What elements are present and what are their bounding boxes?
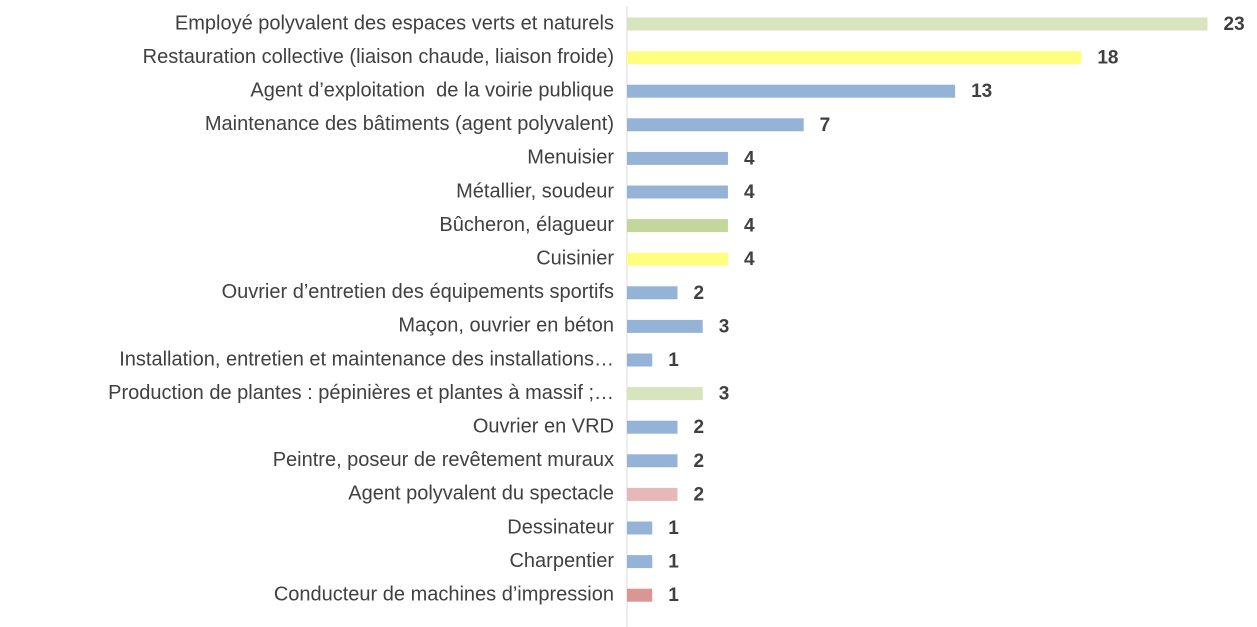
category-label: Maçon, ouvrier en béton [398,315,614,337]
value-label: 18 [1097,48,1118,69]
category-label: Restauration collective (liaison chaude,… [143,46,614,68]
value-label: 7 [820,115,831,136]
bar [627,17,1208,31]
bar [627,252,728,266]
value-label: 23 [1224,14,1245,35]
bar [627,84,956,98]
bar [627,555,653,569]
value-label: 3 [719,384,730,405]
category-label: Bûcheron, élagueur [439,214,614,236]
bar [627,454,678,468]
category-label: Production de plantes : pépinières et pl… [108,382,614,404]
bar [627,487,678,501]
value-label: 4 [744,249,755,270]
bar [627,420,678,434]
category-label: Dessinateur [507,516,614,538]
bar [627,387,703,401]
category-label: Ouvrier en VRD [473,415,614,437]
category-label: Maintenance des bâtiments (agent polyval… [205,113,614,135]
value-label: 2 [693,451,704,472]
bar [627,219,728,233]
value-label: 1 [668,585,679,606]
bar [627,588,653,602]
category-label: Agent polyvalent du spectacle [348,483,614,505]
value-label: 2 [693,283,704,304]
category-label: Peintre, poseur de revêtement muraux [273,449,614,471]
category-label: Agent d’exploitation de la voirie publiq… [250,79,614,101]
category-label: Menuisier [527,147,614,169]
bar [627,118,804,132]
value-label: 13 [971,81,992,102]
category-label: Installation, entretien et maintenance d… [119,348,614,370]
value-label: 3 [719,316,730,337]
value-label: 1 [668,518,679,539]
category-label: Métallier, soudeur [456,180,614,202]
bar [627,353,653,367]
value-label: 1 [668,350,679,371]
category-label: Conducteur de machines d’impression [274,583,614,605]
bar [627,151,728,165]
bar [627,185,728,199]
category-label: Charpentier [509,550,614,572]
category-label: Ouvrier d’entretien des équipements spor… [222,281,614,303]
bar [627,51,1082,65]
value-label: 1 [668,552,679,573]
value-label: 4 [744,216,755,237]
value-label: 4 [744,182,755,203]
value-label: 2 [693,484,704,505]
bar [627,319,703,333]
category-label: Employé polyvalent des espaces verts et … [175,12,614,34]
value-label: 2 [693,417,704,438]
bar [627,521,653,535]
category-label: Cuisinier [536,247,614,269]
bar [627,286,678,300]
value-label: 4 [744,148,755,169]
